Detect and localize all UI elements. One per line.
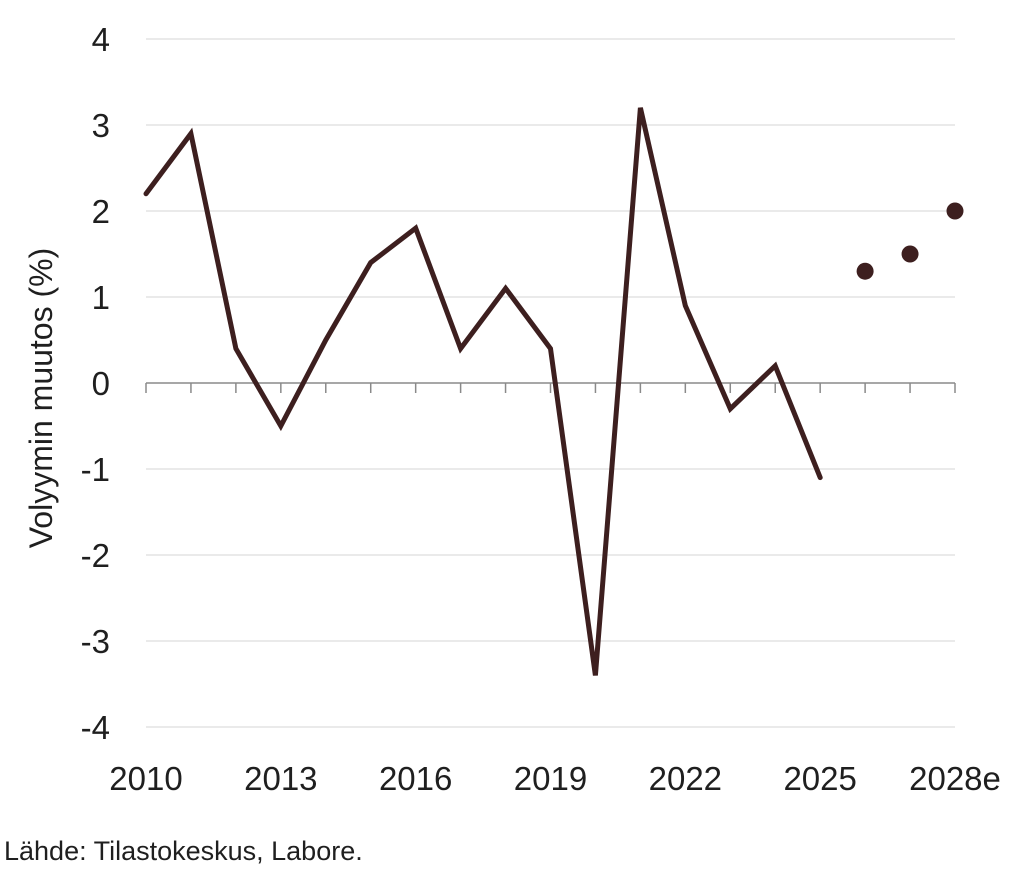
x-tick-label: 2013 [244, 760, 317, 797]
x-tick-label: 2010 [109, 760, 182, 797]
forecast-point [946, 202, 964, 220]
y-tick-labels: 4 3 2 1 0 -1 -2 -3 -4 [81, 21, 110, 746]
gridlines [146, 38, 955, 728]
data-series [143, 107, 964, 676]
y-axis-title: Volyymin muutos (%) [23, 248, 59, 549]
series-line [143, 107, 823, 676]
x-axis [145, 382, 956, 393]
y-tick-label: 2 [92, 193, 110, 230]
y-tick-label: 4 [92, 21, 110, 58]
y-tick-label: -1 [81, 451, 110, 488]
y-tick-label: 0 [92, 365, 110, 402]
x-tick-labels: 2010 2013 2016 2019 2022 2025 2028e [109, 760, 1001, 797]
x-tick-label: 2025 [783, 760, 856, 797]
x-tick-label: 2016 [379, 760, 452, 797]
y-tick-label: 1 [92, 279, 110, 316]
source-note: Lähde: Tilastokeskus, Labore. [4, 836, 363, 866]
x-tick-label: 2028e [909, 760, 1001, 797]
x-tick-label: 2022 [649, 760, 722, 797]
y-tick-label: -3 [81, 623, 110, 660]
forecast-point [901, 245, 919, 263]
y-tick-label: -4 [81, 709, 110, 746]
forecast-point [856, 262, 874, 280]
y-tick-label: -2 [81, 537, 110, 574]
x-tick-label: 2019 [514, 760, 587, 797]
y-tick-label: 3 [92, 107, 110, 144]
